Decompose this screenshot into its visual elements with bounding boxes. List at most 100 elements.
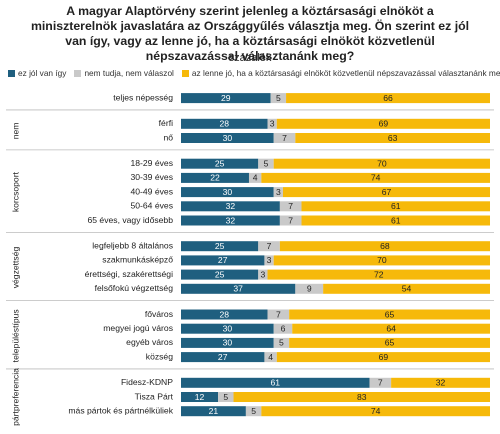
bar-segment xyxy=(181,283,296,294)
bar-segment xyxy=(295,133,490,143)
bar-segment xyxy=(295,283,324,294)
category-label: 40-49 éves xyxy=(130,186,173,196)
group-label: nem xyxy=(10,123,20,140)
value-label: 28 xyxy=(219,119,229,129)
bar-segment xyxy=(273,323,293,334)
value-label: 5 xyxy=(279,338,284,348)
value-label: 83 xyxy=(357,392,367,402)
chart-title: A magyar Alaptörvény szerint jelenleg a … xyxy=(30,4,470,63)
category-label: egyéb város xyxy=(126,337,173,347)
value-label: 32 xyxy=(436,378,446,388)
bar-segment xyxy=(301,215,490,226)
value-label: 61 xyxy=(391,201,401,211)
value-label: 5 xyxy=(264,158,269,168)
value-label: 67 xyxy=(382,187,392,197)
bar-segment xyxy=(273,158,490,169)
bar-segment xyxy=(181,255,265,266)
bar-segment xyxy=(248,172,262,183)
category-label: Tisza Párt xyxy=(135,391,174,401)
bar-segment xyxy=(181,201,280,212)
bar-segment xyxy=(301,201,490,212)
bar-segment xyxy=(181,269,259,280)
bar-segment xyxy=(289,309,490,320)
value-label: 5 xyxy=(223,392,228,402)
bar-segment xyxy=(273,255,490,266)
value-label: 65 xyxy=(385,309,395,319)
category-label: felsőfokú végzettség xyxy=(95,283,174,293)
value-label: 3 xyxy=(260,269,265,279)
value-label: 30 xyxy=(223,187,233,197)
value-label: 25 xyxy=(215,241,225,251)
bar-segment xyxy=(181,215,280,226)
bar-segment xyxy=(289,337,490,348)
value-label: 5 xyxy=(276,93,281,103)
group-label: településtípus xyxy=(10,309,20,362)
category-label: nő xyxy=(163,132,173,142)
category-label: község xyxy=(146,351,173,361)
legend-item: nem tudja, nem válaszol xyxy=(74,68,174,78)
bar-segment xyxy=(181,352,265,363)
bar-segment xyxy=(267,309,290,320)
chart-subtitle: százalék xyxy=(228,52,272,64)
value-label: 70 xyxy=(377,255,387,265)
value-label: 29 xyxy=(221,93,231,103)
legend-label: ez jól van így xyxy=(18,68,67,78)
value-label: 22 xyxy=(210,173,220,183)
value-label: 9 xyxy=(307,284,312,294)
bar-segment xyxy=(273,337,290,348)
bar-segment xyxy=(181,118,268,129)
value-label: 74 xyxy=(371,173,381,183)
legend-swatch xyxy=(181,69,189,77)
value-label: 72 xyxy=(374,269,384,279)
value-label: 68 xyxy=(380,241,390,251)
category-label: 50-64 éves xyxy=(130,201,173,211)
value-label: 30 xyxy=(223,338,233,348)
value-label: 32 xyxy=(226,215,236,225)
bar-segment xyxy=(292,323,490,334)
bar-segment xyxy=(261,172,490,183)
value-label: 25 xyxy=(215,158,225,168)
bar-segment xyxy=(323,283,490,294)
category-label: szakmunkásképző xyxy=(102,255,173,265)
bar-segment xyxy=(181,158,259,169)
value-label: 27 xyxy=(218,255,228,265)
bar-segment xyxy=(181,337,274,348)
category-label: 18-29 éves xyxy=(130,158,173,168)
bar-segment xyxy=(181,323,274,334)
value-label: 54 xyxy=(402,284,412,294)
value-label: 7 xyxy=(288,215,293,225)
value-label: 61 xyxy=(391,215,401,225)
bar-segment xyxy=(181,377,370,388)
bar-segment xyxy=(267,118,277,129)
bar-segment xyxy=(258,158,274,169)
bar-segment xyxy=(233,392,490,402)
legend-item: ez jól van így xyxy=(8,68,66,78)
category-label: teljes népesség xyxy=(113,92,173,102)
value-label: 69 xyxy=(379,352,389,362)
bar-segment xyxy=(181,172,249,183)
bar-segment xyxy=(261,406,490,417)
bar-segment xyxy=(391,377,490,388)
value-label: 3 xyxy=(276,187,281,197)
category-label: megyei jogú város xyxy=(103,323,173,333)
category-label: más pártok és pártnélküliek xyxy=(68,405,173,415)
category-label: érettségi, szakérettségi xyxy=(85,269,173,279)
category-label: férfi xyxy=(159,118,173,128)
legend-swatch xyxy=(74,69,82,77)
value-label: 64 xyxy=(386,323,396,333)
bar-segment xyxy=(181,93,271,104)
bar-segment xyxy=(279,241,490,252)
value-label: 4 xyxy=(253,173,258,183)
value-label: 7 xyxy=(282,133,287,143)
value-label: 65 xyxy=(385,338,395,348)
category-label: 30-39 éves xyxy=(130,172,173,182)
bar-segment xyxy=(369,377,392,388)
category-label: főváros xyxy=(145,309,173,319)
bar-segment xyxy=(181,406,246,417)
bar-segment xyxy=(273,133,296,143)
bar-segment xyxy=(218,392,234,402)
value-label: 7 xyxy=(378,378,383,388)
legend-label: nem tudja, nem válaszol xyxy=(84,68,174,78)
